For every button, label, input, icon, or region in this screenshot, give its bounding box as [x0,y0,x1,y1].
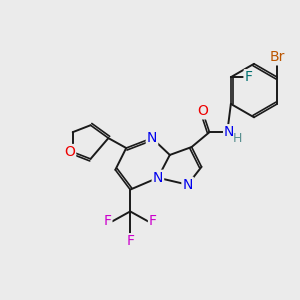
Text: F: F [149,214,157,228]
Text: F: F [245,70,253,84]
Text: O: O [197,104,208,118]
Text: O: O [64,145,75,159]
Text: H: H [232,132,242,145]
Text: N: N [182,178,193,192]
Text: N: N [147,131,157,145]
Text: N: N [153,171,163,185]
Text: Br: Br [269,50,285,64]
Text: N: N [224,125,234,139]
Text: F: F [103,214,111,228]
Text: F: F [126,234,134,248]
